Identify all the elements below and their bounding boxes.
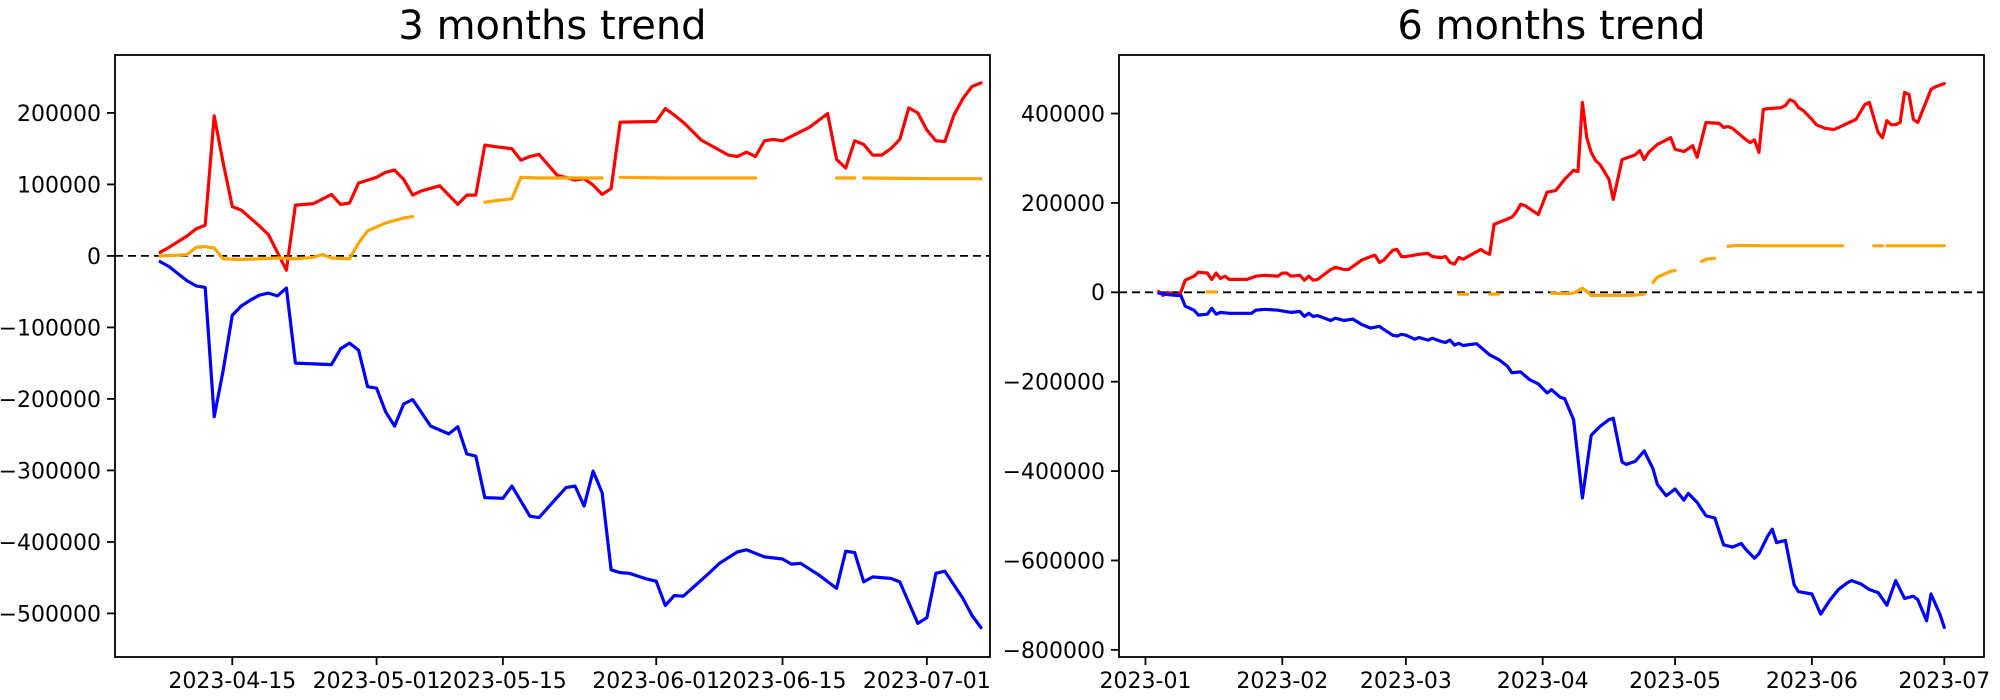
axes-frame bbox=[1118, 54, 1985, 658]
orange-line-segment bbox=[1699, 256, 1717, 264]
y-tick-label: −800000 bbox=[1003, 639, 1105, 664]
orange-line-segment bbox=[1651, 268, 1677, 285]
orange-line-segment bbox=[1726, 243, 1845, 248]
x-tick-label: 2023-03 bbox=[1360, 669, 1452, 694]
x-tick-label: 2023-06-15 bbox=[719, 669, 847, 694]
x-tick-label: 2023-02 bbox=[1236, 669, 1328, 694]
y-tick-label: −400000 bbox=[0, 531, 101, 556]
y-tick-label: 200000 bbox=[17, 102, 101, 127]
axes-frame bbox=[114, 54, 991, 658]
y-tick-label: −300000 bbox=[0, 459, 101, 484]
blue-line-segment bbox=[1157, 291, 1946, 630]
y-tick-label: −100000 bbox=[0, 316, 101, 341]
x-tick-label: 2023-04 bbox=[1497, 669, 1589, 694]
y-tick-label: −200000 bbox=[0, 388, 101, 413]
orange-line-segment bbox=[1549, 286, 1646, 297]
y-tick-label: −400000 bbox=[1003, 460, 1105, 485]
x-tick-label: 2023-05-15 bbox=[439, 669, 567, 694]
x-tick-label: 2023-06 bbox=[1766, 669, 1858, 694]
y-tick-label: 0 bbox=[1091, 281, 1105, 306]
y-tick-label: −200000 bbox=[1003, 371, 1105, 396]
y-tick-label: 0 bbox=[87, 245, 101, 270]
x-tick-label: 2023-06-01 bbox=[592, 669, 720, 694]
y-tick-label: 100000 bbox=[17, 173, 101, 198]
y-tick-label: −500000 bbox=[0, 602, 101, 627]
x-tick-label: 2023-07 bbox=[1898, 669, 1990, 694]
x-tick-label: 2023-05-01 bbox=[313, 669, 441, 694]
y-tick-label: 400000 bbox=[1021, 102, 1105, 127]
x-tick-label: 2023-07-01 bbox=[863, 669, 991, 694]
y-tick-label: 200000 bbox=[1021, 192, 1105, 217]
x-tick-label: 2023-01 bbox=[1100, 669, 1192, 694]
orange-line-segment bbox=[618, 175, 758, 180]
orange-line-segment bbox=[862, 176, 983, 181]
x-tick-label: 2023-04-15 bbox=[168, 669, 296, 694]
blue-line-segment bbox=[158, 260, 983, 630]
x-tick-label: 2023-05 bbox=[1629, 669, 1721, 694]
red-line-segment bbox=[1157, 81, 1946, 297]
orange-line-segment bbox=[483, 175, 604, 204]
chart-title-3-months: 3 months trend bbox=[398, 3, 707, 49]
orange-line-segment bbox=[158, 215, 415, 262]
chart-title-6-months: 6 months trend bbox=[1397, 3, 1706, 49]
y-tick-label: −600000 bbox=[1003, 549, 1105, 574]
red-line-segment bbox=[158, 81, 983, 272]
